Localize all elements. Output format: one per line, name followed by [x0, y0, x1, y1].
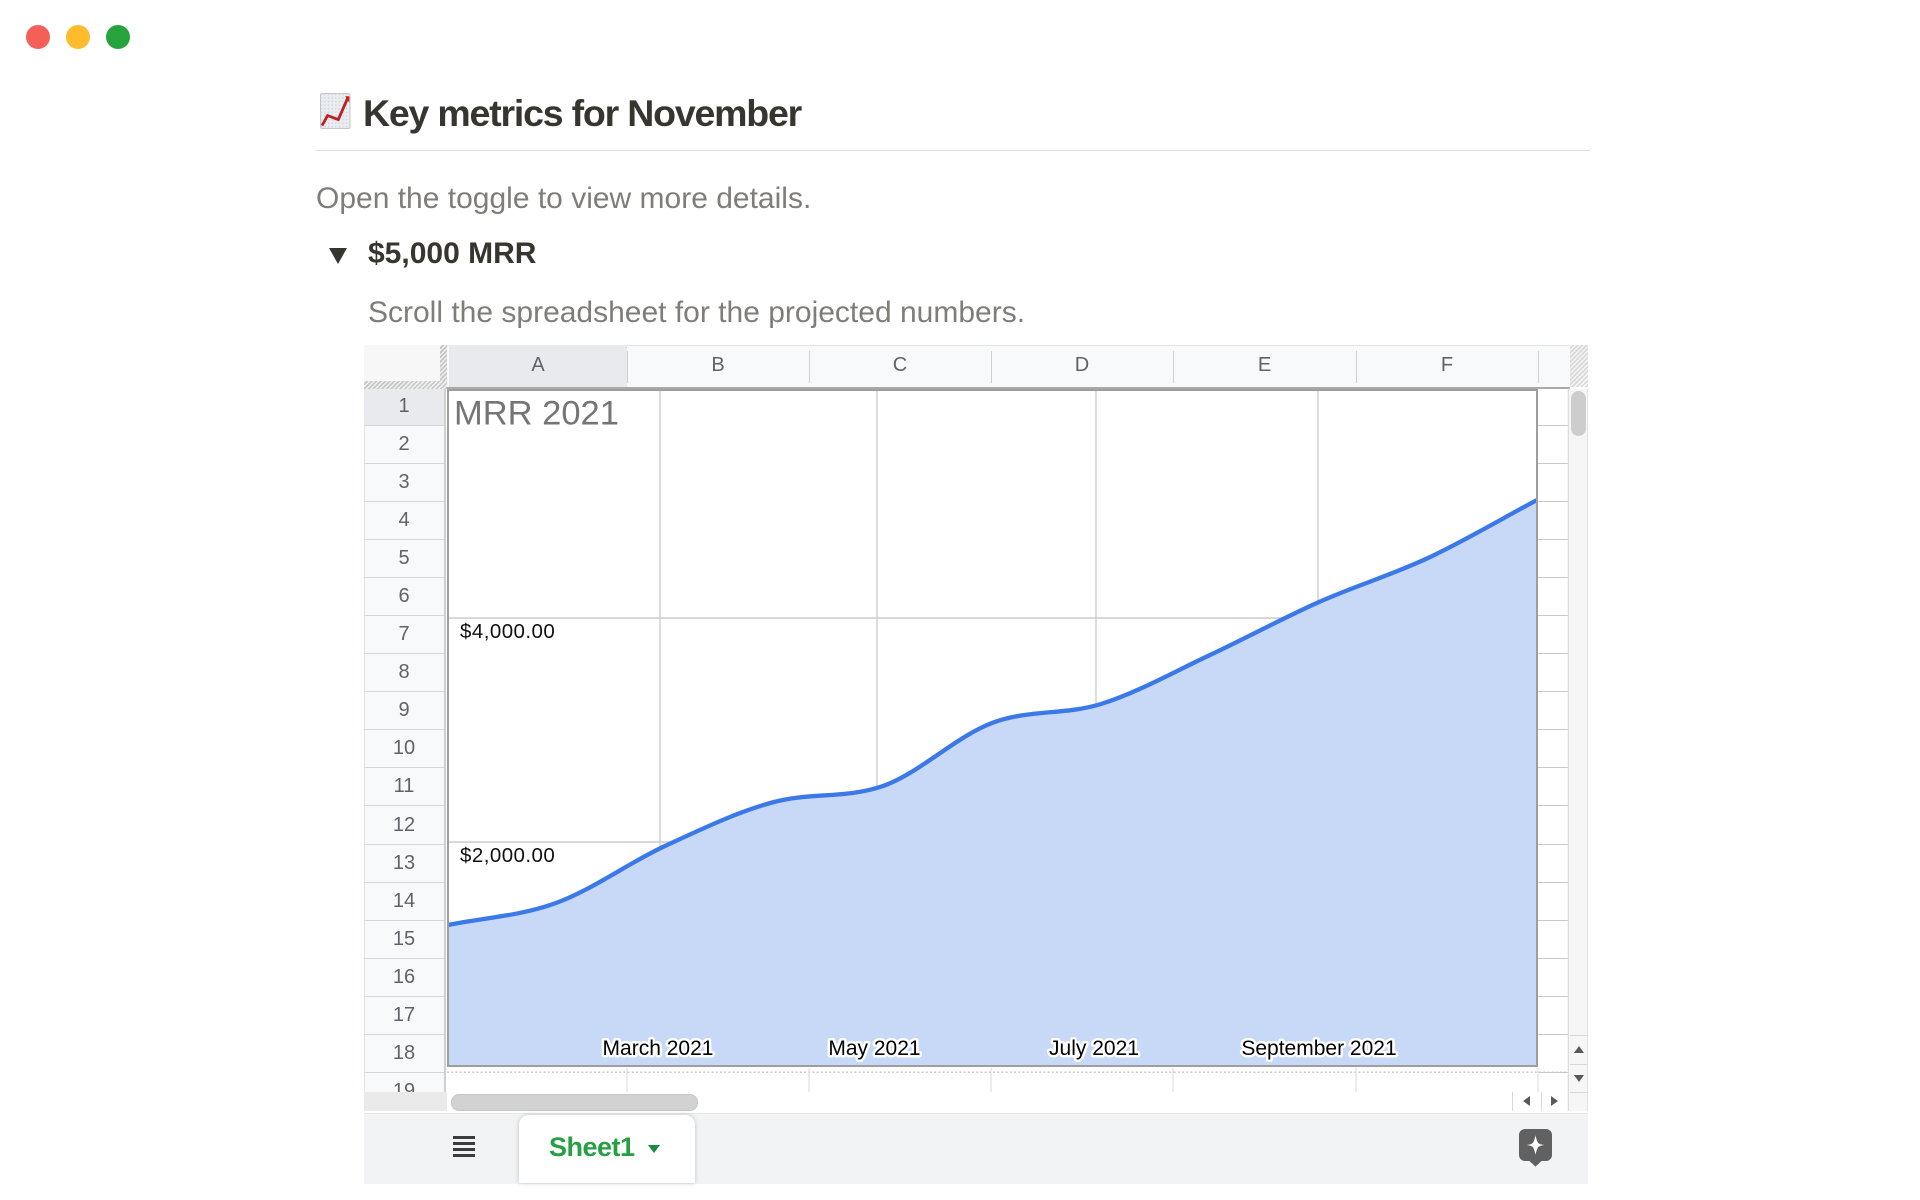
svg-text:July 2021: July 2021: [1049, 1037, 1139, 1060]
svg-text:$4,000.00: $4,000.00: [460, 620, 555, 643]
svg-text:MRR 2021: MRR 2021: [454, 395, 619, 433]
svg-text:$2,000.00: $2,000.00: [460, 844, 555, 867]
svg-text:September 2021: September 2021: [1241, 1037, 1396, 1060]
svg-text:March 2021: March 2021: [603, 1037, 714, 1060]
svg-text:May 2021: May 2021: [828, 1037, 920, 1060]
